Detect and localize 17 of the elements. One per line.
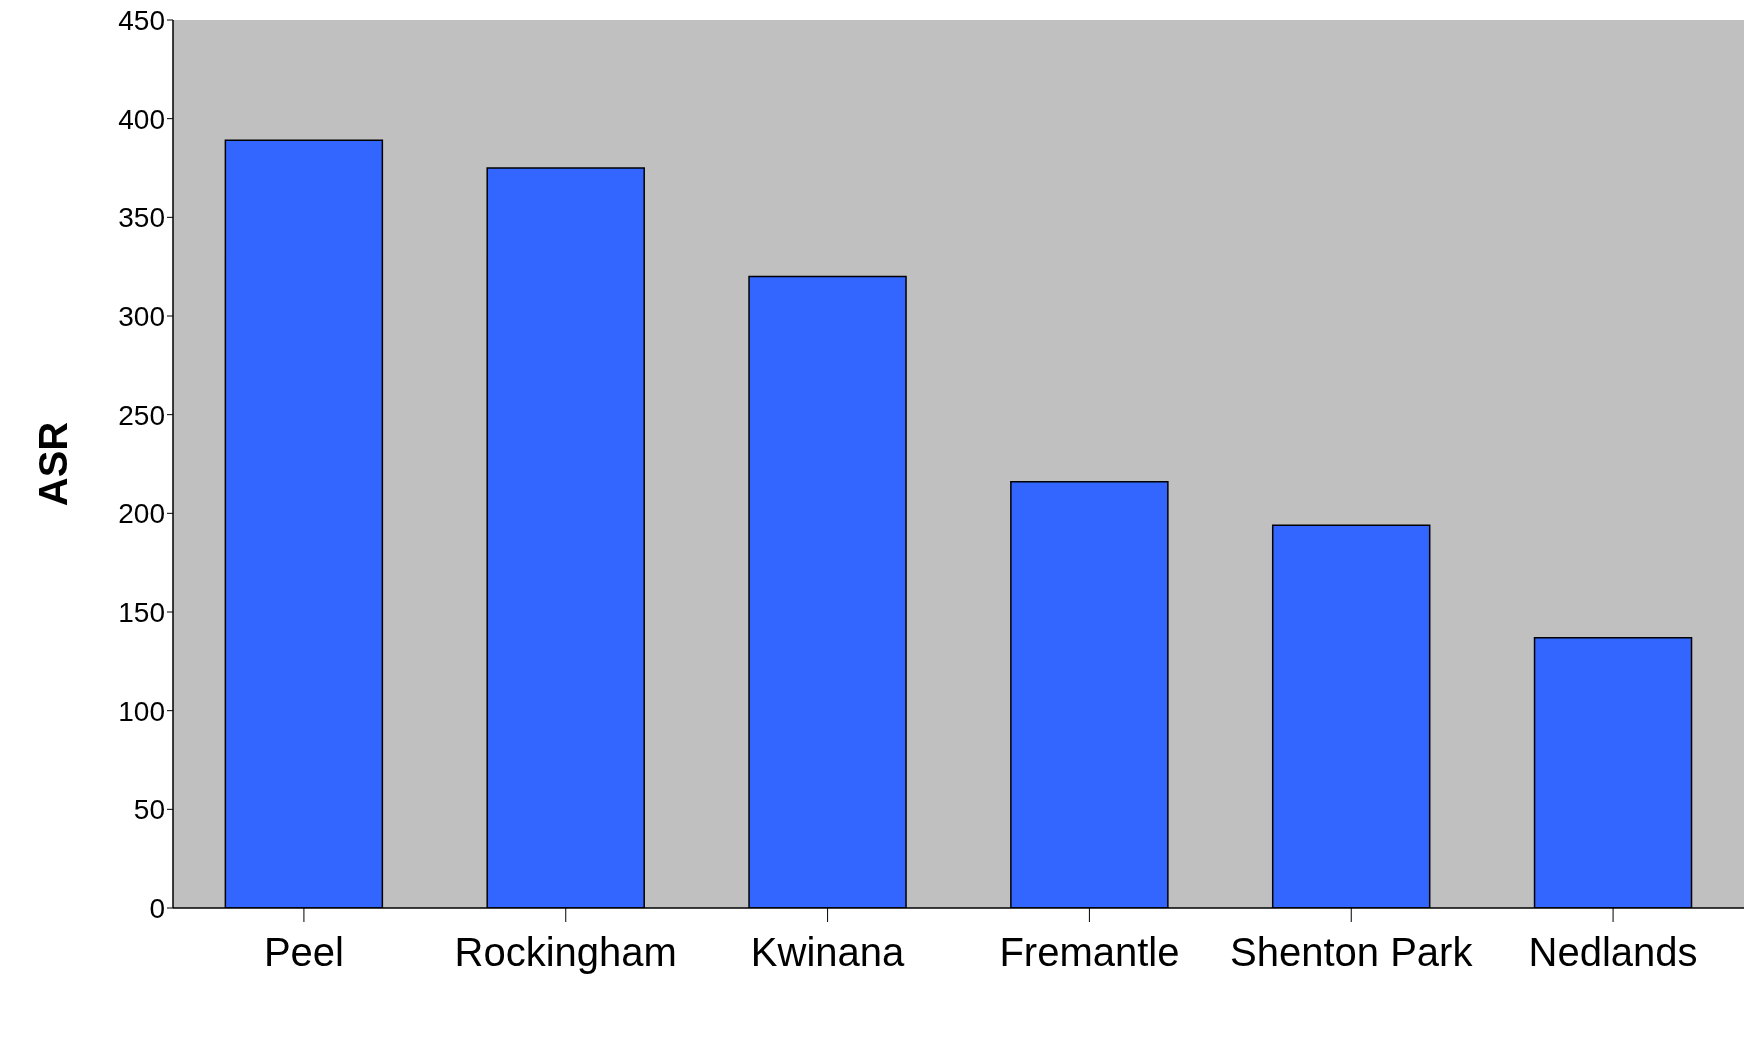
- x-tick-label: Kwinana: [750, 930, 906, 975]
- x-tick-label: Nedlands: [1528, 930, 1698, 975]
- x-tick-label: Shenton Park: [1230, 930, 1474, 975]
- y-tick-label: 0: [149, 892, 165, 924]
- x-tick-label: Fremantle: [999, 930, 1180, 975]
- y-tick-label: 200: [118, 498, 165, 530]
- y-tick-label: 100: [118, 695, 165, 727]
- y-axis-title: ASR: [31, 421, 76, 507]
- y-tick-label: 400: [118, 103, 165, 135]
- x-tick-label: Rockingham: [454, 930, 677, 975]
- y-tick-label: 50: [133, 794, 165, 826]
- x-tick-label: Peel: [263, 930, 344, 975]
- y-tick-label: 150: [118, 596, 165, 628]
- y-tick-label: 300: [118, 300, 165, 332]
- y-tick-label: 250: [118, 399, 165, 431]
- y-tick-label: 450: [118, 4, 165, 36]
- y-tick-label: 350: [118, 202, 165, 234]
